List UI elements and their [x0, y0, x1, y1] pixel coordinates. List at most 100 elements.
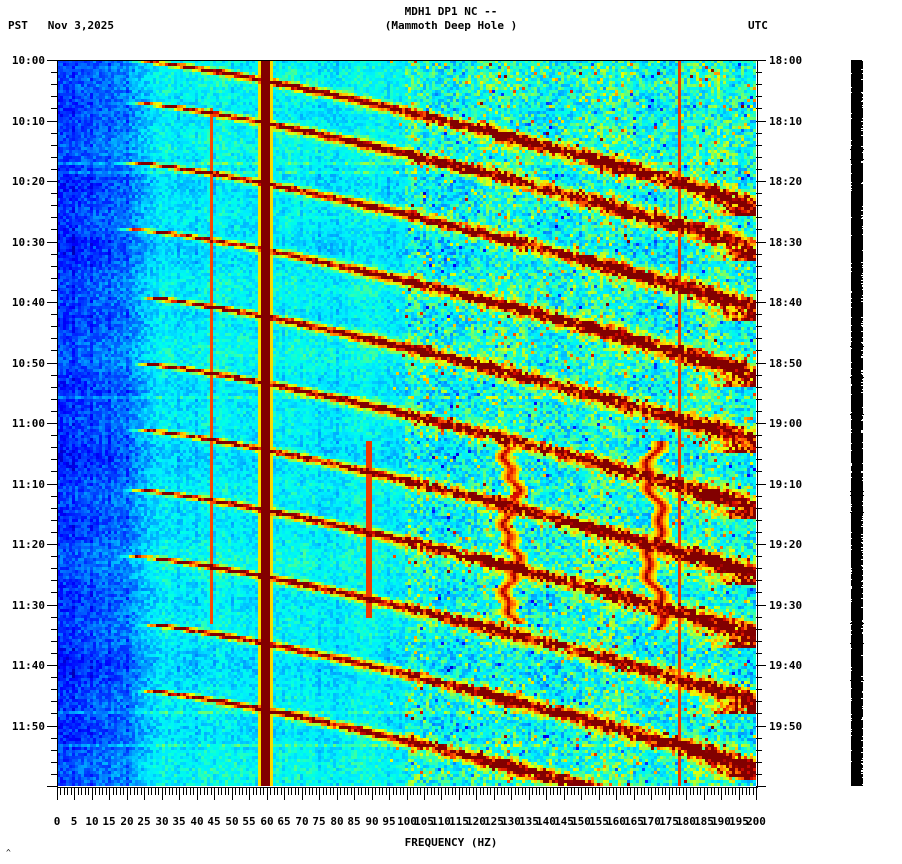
x-axis-minor-tick — [204, 787, 205, 795]
y-axis-major-tick-right — [756, 423, 766, 424]
x-axis-minor-tick — [148, 787, 149, 795]
y-axis-minor-tick-right — [756, 580, 762, 581]
left-timezone-date-label: PST Nov 3,2025 — [8, 19, 114, 32]
x-axis-minor-tick — [508, 787, 509, 795]
x-axis-label-28: 140 — [536, 815, 556, 828]
y-axis-major-tick-left — [47, 726, 57, 727]
x-axis-minor-tick — [501, 787, 502, 795]
x-axis-minor-tick — [606, 787, 607, 795]
spectrogram-plot[interactable] — [57, 60, 756, 786]
amplitude-bar — [850, 60, 864, 786]
x-axis-label-3: 15 — [102, 815, 116, 828]
x-axis-minor-tick — [200, 787, 201, 795]
y-axis-minor-tick-left — [51, 568, 57, 569]
x-axis-minor-tick — [400, 787, 401, 795]
y-axis-minor-tick-left — [51, 580, 57, 581]
x-axis-label-27: 135 — [519, 815, 539, 828]
y-axis-minor-tick-left — [51, 205, 57, 206]
y-axis-minor-tick-left — [51, 290, 57, 291]
x-axis-minor-tick — [679, 787, 680, 795]
x-axis-major-tick — [162, 787, 163, 800]
y-axis-label-left-0: 10:00 — [11, 54, 45, 67]
y-axis-label-right-6: 19:00 — [769, 417, 803, 430]
y-axis-minor-tick-right — [756, 266, 762, 267]
x-axis-major-tick — [441, 787, 442, 800]
x-axis-minor-tick — [78, 787, 79, 795]
y-axis-label-left-3: 10:30 — [11, 236, 45, 249]
y-axis-minor-tick-right — [756, 750, 762, 751]
x-axis-minor-tick — [718, 787, 719, 795]
x-axis-minor-tick — [427, 787, 428, 795]
y-axis-label-left-8: 11:20 — [11, 538, 45, 551]
y-axis-major-tick-right — [756, 121, 766, 122]
x-axis-minor-tick — [193, 787, 194, 795]
y-axis-minor-tick-right — [756, 387, 762, 388]
x-axis-label-7: 35 — [172, 815, 186, 828]
x-axis-label-22: 110 — [431, 815, 451, 828]
y-axis-minor-tick-right — [756, 133, 762, 134]
y-axis-major-tick-right — [756, 363, 766, 364]
y-axis-minor-tick-left — [51, 375, 57, 376]
y-axis-label-left-10: 11:40 — [11, 659, 45, 672]
x-axis-minor-tick — [735, 787, 736, 795]
x-axis-label-33: 165 — [624, 815, 644, 828]
y-axis-minor-tick-left — [51, 713, 57, 714]
x-axis-minor-tick — [256, 787, 257, 795]
y-axis-minor-tick-left — [51, 145, 57, 146]
x-axis-minor-tick — [305, 787, 306, 795]
y-axis-minor-tick-right — [756, 193, 762, 194]
x-axis-minor-tick — [253, 787, 254, 795]
x-axis-minor-tick — [288, 787, 289, 795]
y-axis-major-tick-right — [756, 302, 766, 303]
x-axis-minor-tick — [99, 787, 100, 795]
y-axis-minor-tick-right — [756, 774, 762, 775]
y-axis-minor-tick-right — [756, 568, 762, 569]
x-axis-minor-tick — [113, 787, 114, 795]
x-axis-minor-tick — [578, 787, 579, 795]
x-axis-minor-tick — [676, 787, 677, 795]
x-axis-major-tick — [354, 787, 355, 800]
x-axis-minor-tick — [697, 787, 698, 795]
y-axis-minor-tick-right — [756, 762, 762, 763]
x-axis-minor-tick — [672, 787, 673, 795]
x-axis-minor-tick — [725, 787, 726, 795]
y-axis-minor-tick-left — [51, 738, 57, 739]
x-axis-minor-tick — [361, 787, 362, 795]
x-axis-minor-tick — [323, 787, 324, 795]
y-axis-minor-tick-right — [756, 72, 762, 73]
spectrogram-image[interactable] — [57, 60, 756, 786]
x-axis-major-tick — [389, 787, 390, 800]
y-axis-minor-tick-left — [51, 435, 57, 436]
x-axis-label-29: 145 — [554, 815, 574, 828]
x-axis-major-tick — [756, 787, 757, 800]
x-axis-minor-tick — [242, 787, 243, 795]
y-axis-minor-tick-left — [51, 532, 57, 533]
x-axis-label-10: 50 — [225, 815, 239, 828]
x-axis-major-tick — [546, 787, 547, 800]
x-axis-minor-tick — [655, 787, 656, 795]
x-axis-minor-tick — [623, 787, 624, 795]
x-axis-minor-tick — [95, 787, 96, 795]
y-axis-minor-tick-right — [756, 205, 762, 206]
y-axis-minor-tick-right — [756, 713, 762, 714]
x-axis-minor-tick — [298, 787, 299, 795]
x-axis-minor-tick — [462, 787, 463, 795]
amplitude-bar-image — [850, 60, 864, 786]
x-axis-minor-tick — [277, 787, 278, 795]
station-subtitle: (Mammoth Deep Hole ) — [384, 19, 518, 32]
x-axis-minor-tick — [613, 787, 614, 795]
x-axis-major-tick — [57, 787, 58, 800]
x-axis-major-tick — [494, 787, 495, 800]
x-axis-minor-tick — [518, 787, 519, 795]
x-axis-label-4: 20 — [120, 815, 134, 828]
x-axis-label-14: 70 — [295, 815, 309, 828]
y-axis-minor-tick-left — [51, 108, 57, 109]
x-axis-minor-tick — [732, 787, 733, 795]
x-axis-minor-tick — [347, 787, 348, 795]
y-axis-minor-tick-right — [756, 689, 762, 690]
y-axis-major-tick-left — [47, 665, 57, 666]
x-axis-label-0: 0 — [53, 815, 61, 828]
x-axis-minor-tick — [602, 787, 603, 795]
y-axis-minor-tick-left — [51, 133, 57, 134]
y-axis-minor-tick-left — [51, 774, 57, 775]
